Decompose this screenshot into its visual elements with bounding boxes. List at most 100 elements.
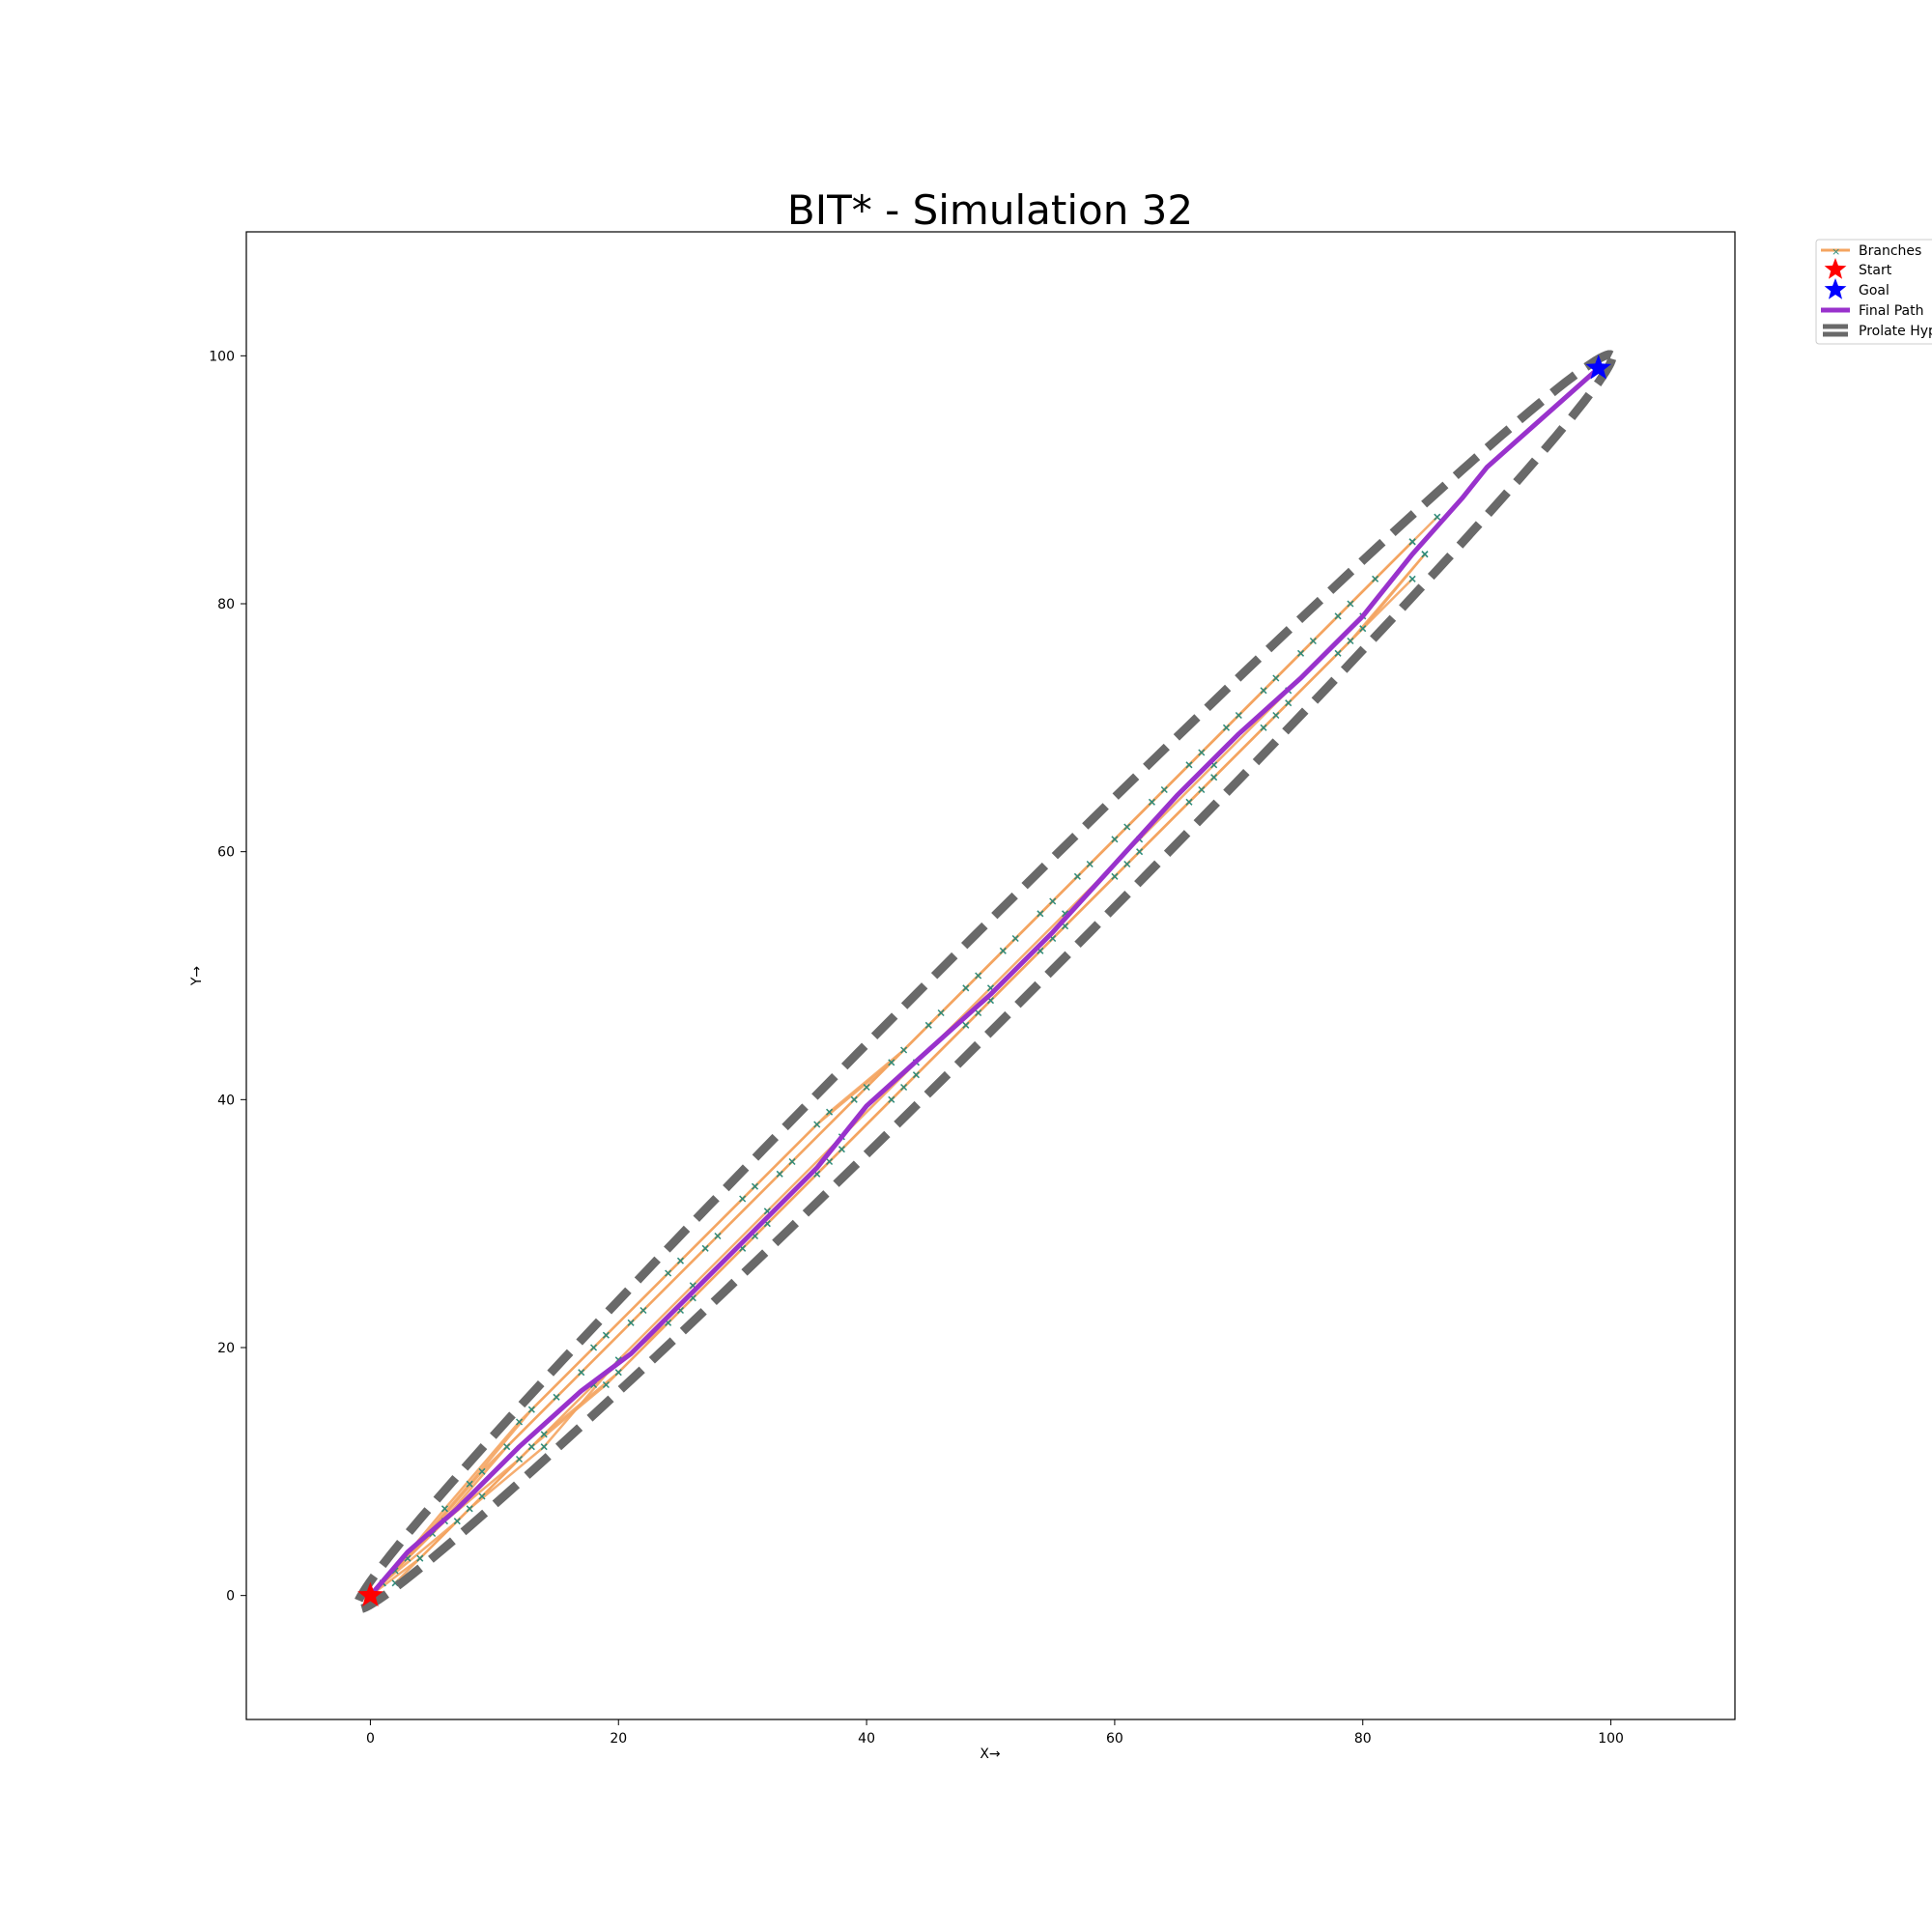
tree-node-marker — [975, 972, 982, 980]
markers-layer — [357, 355, 1612, 1606]
start-marker-star — [357, 1581, 384, 1606]
tree-node-marker — [515, 1418, 524, 1426]
tree-node-marker — [1148, 798, 1155, 806]
tree-node-marker — [553, 1393, 560, 1401]
tree-node-marker — [788, 1157, 796, 1166]
tree-node-marker — [863, 1083, 870, 1092]
tree-node-marker — [739, 1195, 747, 1203]
tree-node-marker — [1347, 600, 1354, 608]
tree-node-marker — [1049, 897, 1057, 905]
final-path-line — [368, 366, 1601, 1598]
y-axis: 0 20 40 60 80 100 — [209, 349, 246, 1605]
nodes-layer — [366, 513, 1441, 1600]
tree-node-marker — [1111, 836, 1119, 843]
legend-branches-node-icon: × — [1832, 245, 1840, 258]
tree-node-marker — [540, 1443, 548, 1451]
tree-node-marker — [1260, 687, 1267, 695]
legend-start-label: Start — [1859, 263, 1892, 278]
tree-node-marker — [962, 1021, 970, 1029]
tree-node-marker — [1073, 872, 1081, 880]
tree-node-marker — [1136, 848, 1144, 856]
x-axis-label: X→ — [980, 1747, 1001, 1762]
legend-prolate-hyp-icon — [1823, 324, 1848, 337]
legend-goal-label: Goal — [1859, 283, 1889, 298]
x-tick-label: 20 — [610, 1731, 627, 1747]
tree-node-marker — [602, 1331, 610, 1339]
tree-node-marker — [937, 1009, 945, 1017]
y-tick-label: 80 — [217, 597, 235, 612]
x-tick-label: 100 — [1598, 1731, 1624, 1747]
tree-node-marker — [1347, 637, 1354, 645]
tree-node-marker — [1222, 724, 1231, 731]
y-tick-label: 100 — [209, 349, 235, 364]
tree-node-marker — [1334, 612, 1342, 620]
tree-node-marker — [602, 1380, 610, 1389]
tree-node-marker — [466, 1480, 473, 1488]
tree-node-marker — [1123, 823, 1131, 831]
tree-node-marker — [826, 1157, 834, 1166]
tree-node-marker — [676, 1257, 684, 1264]
tree-node-marker — [1198, 785, 1206, 794]
tree-node-marker — [466, 1505, 473, 1513]
legend-final-path-label: Final Path — [1859, 303, 1923, 319]
tree-node-marker — [527, 1406, 535, 1413]
branch-line — [394, 540, 1413, 1572]
tree-node-marker — [515, 1455, 524, 1463]
tree-node-marker — [1086, 860, 1094, 868]
tree-node-marker — [900, 1046, 908, 1054]
final-path-layer — [368, 366, 1601, 1598]
tree-node-marker — [1421, 551, 1429, 558]
x-tick-label: 80 — [1354, 1731, 1372, 1747]
tree-node-marker — [665, 1269, 672, 1277]
prolate-hyperspheroid-ellipse — [352, 350, 1617, 1614]
y-tick-label: 60 — [217, 845, 235, 861]
tree-node-marker — [1297, 649, 1305, 657]
tree-node-marker — [838, 1146, 845, 1153]
tree-node-marker — [912, 1071, 920, 1079]
tree-node-marker — [776, 1170, 783, 1178]
tree-node-marker — [999, 947, 1007, 954]
tree-node-marker — [900, 1083, 908, 1092]
tree-node-marker — [1185, 798, 1193, 806]
branch-line — [406, 578, 1377, 1560]
tree-node-marker — [1111, 872, 1119, 880]
tree-node-marker — [1359, 625, 1367, 633]
tree-node-marker — [416, 1554, 424, 1562]
tree-node-marker — [478, 1467, 486, 1475]
tree-node-marker — [1372, 575, 1379, 582]
tree-node-marker — [1123, 860, 1131, 868]
tree-node-marker — [1185, 761, 1193, 769]
plot-area — [352, 350, 1617, 1614]
tree-node-marker — [1160, 785, 1168, 794]
legend-prolate-hyp-label: Prolate Hyp — [1859, 324, 1932, 339]
tree-node-marker — [590, 1344, 598, 1351]
tree-node-marker — [701, 1244, 709, 1252]
x-tick-label: 0 — [366, 1731, 375, 1747]
legend: × Branches Start Goal Final Path Prolate… — [1815, 239, 1932, 345]
tree-node-marker — [503, 1443, 511, 1451]
goal-marker-star — [1585, 355, 1612, 380]
chart-title: BIT* - Simulation 32 — [787, 186, 1193, 234]
branch-line — [382, 516, 1438, 1584]
tree-node-marker — [1198, 749, 1206, 756]
tree-node-marker — [813, 1121, 821, 1128]
tree-node-marker — [751, 1182, 759, 1190]
tree-node-marker — [1434, 513, 1441, 521]
plot-frame — [245, 231, 1736, 1720]
tree-node-marker — [962, 984, 970, 992]
tree-node-marker — [1037, 910, 1044, 918]
tree-node-marker — [1210, 774, 1218, 781]
tree-node-marker — [850, 1095, 858, 1103]
tree-node-marker — [975, 1009, 982, 1017]
tree-node-marker — [627, 1319, 635, 1326]
tree-node-marker — [1235, 711, 1242, 720]
y-tick-label: 20 — [217, 1341, 235, 1356]
legend-goal-star-icon — [1824, 278, 1847, 299]
tree-node-marker — [1011, 934, 1019, 943]
tree-node-marker — [478, 1492, 486, 1500]
tree-node-marker — [639, 1306, 647, 1315]
tree-node-marker — [888, 1095, 895, 1103]
x-axis: 0 20 40 60 80 100 — [366, 1719, 1624, 1747]
tree-node-marker — [1272, 711, 1280, 720]
